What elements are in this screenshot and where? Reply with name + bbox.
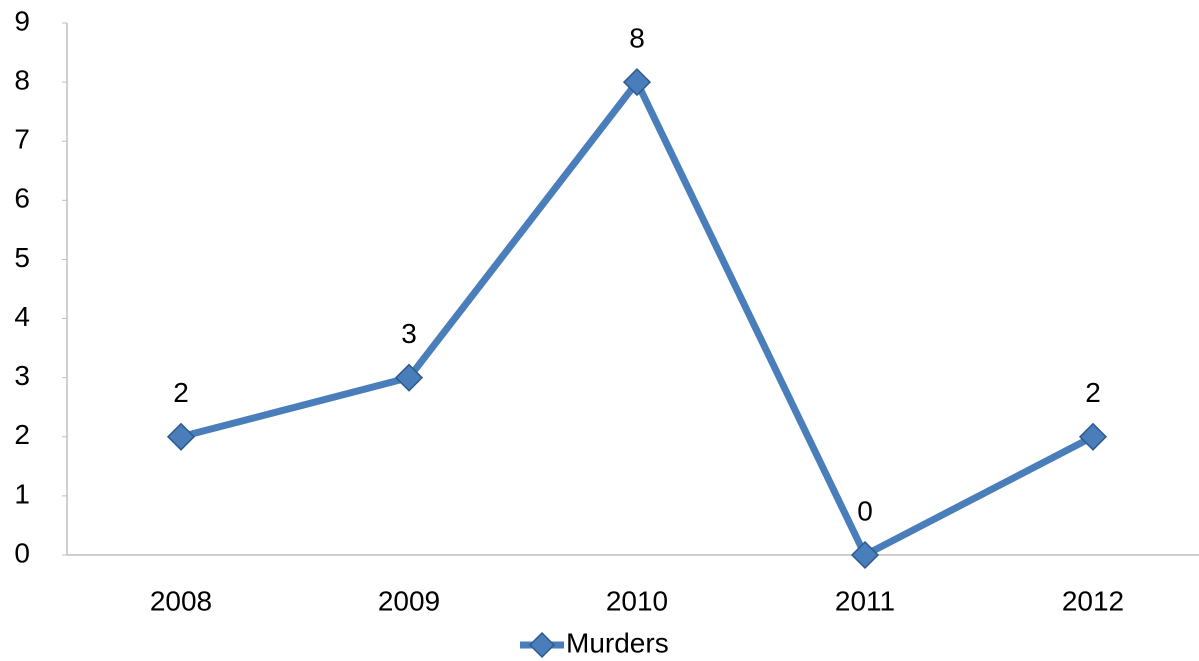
legend-marker [528, 631, 556, 659]
x-tick-label: 2009 [378, 585, 440, 616]
data-label: 2 [173, 377, 189, 408]
data-label: 2 [1085, 377, 1101, 408]
y-tick-label: 4 [14, 301, 30, 332]
x-tick-label: 2008 [150, 585, 212, 616]
marker [394, 363, 424, 392]
data-label: 8 [629, 23, 645, 54]
marker [166, 422, 196, 451]
x-tick-label: 2011 [835, 585, 895, 616]
marker [850, 540, 880, 570]
y-tick-label: 5 [14, 242, 30, 273]
x-tick-label: 2012 [1062, 585, 1124, 616]
data-label: 3 [401, 318, 417, 349]
y-tick-label: 2 [14, 419, 30, 450]
y-tick-label: 6 [14, 183, 30, 214]
y-tick-label: 7 [14, 124, 30, 155]
marker [622, 68, 652, 97]
marker [1078, 422, 1108, 451]
x-tick-label: 2010 [606, 585, 668, 616]
y-tick-label: 8 [14, 65, 30, 96]
y-tick-label: 1 [14, 478, 30, 509]
y-tick-label: 0 [14, 537, 30, 568]
legend-label: Murders [566, 627, 669, 658]
y-tick-label: 3 [14, 360, 30, 391]
y-tick-label: 9 [14, 5, 30, 36]
line [180, 78, 1095, 559]
data-label: 0 [857, 495, 873, 526]
